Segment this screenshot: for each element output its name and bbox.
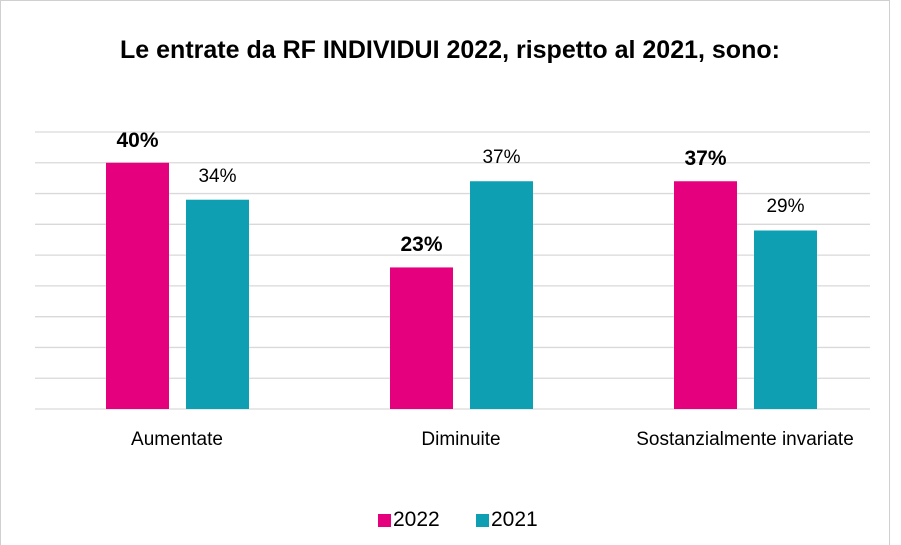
bar (754, 230, 817, 409)
bar (186, 199, 249, 409)
legend-swatch (378, 514, 391, 527)
legend-label: 2022 (393, 508, 440, 531)
legend-swatch (476, 514, 489, 527)
value-label: 23% (400, 233, 443, 257)
x-tick-label: Aumentate (131, 429, 223, 450)
bar (470, 181, 533, 409)
value-label: 34% (198, 165, 237, 187)
value-label: 40% (116, 128, 159, 152)
value-label: 37% (684, 147, 727, 171)
x-tick-label: Sostanzialmente invariate (636, 429, 854, 450)
bar (106, 162, 169, 409)
value-label: 29% (766, 196, 805, 218)
chart-title: Le entrate da RF INDIVIDUI 2022, rispett… (120, 36, 780, 64)
x-tick-label: Diminuite (421, 429, 501, 450)
legend-label: 2021 (491, 508, 538, 531)
value-label: 37% (482, 147, 521, 169)
bar (390, 267, 453, 409)
bar (674, 181, 737, 409)
